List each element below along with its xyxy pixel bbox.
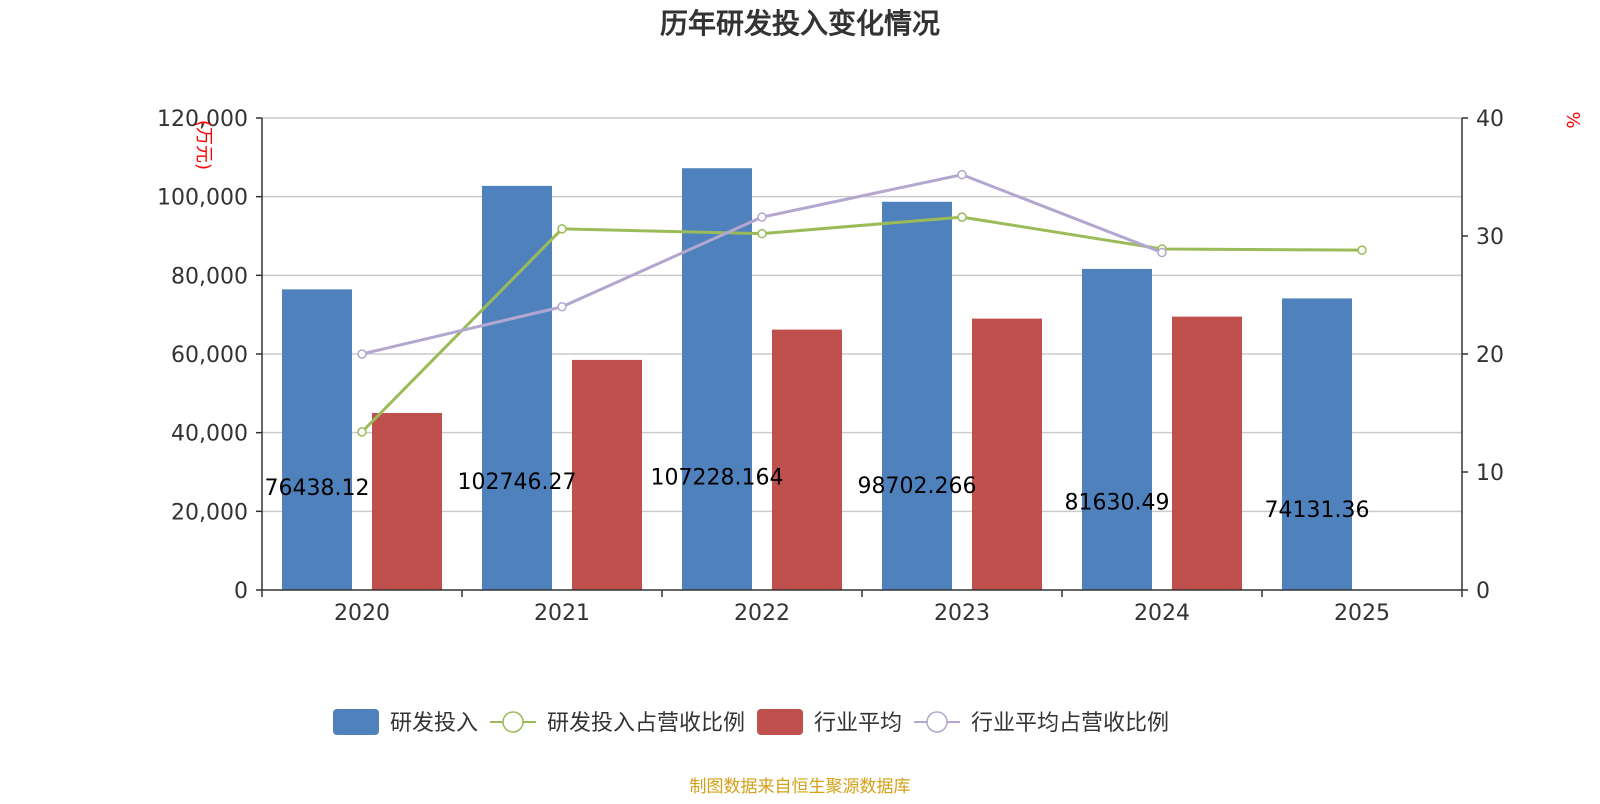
bar-研发投入-2025 [1282, 298, 1352, 590]
y-right-tick-label: 30 [1476, 225, 1504, 250]
lines [357, 169, 1367, 437]
bar-行业平均-2024 [1172, 316, 1242, 590]
x-tick-label: 2025 [1334, 601, 1390, 626]
bar-行业平均-2023 [972, 318, 1042, 590]
point-研发投入占营收比例 [757, 228, 767, 239]
x-tick-label: 2023 [934, 601, 990, 626]
y-left-tick-label: 0 [234, 579, 248, 604]
bar-value-label: 98702.266 [858, 474, 977, 499]
bar-研发投入-2023 [882, 201, 952, 590]
y-right-axis-label: % [1562, 111, 1583, 128]
legend-label: 研发投入 [390, 711, 478, 736]
y-left-tick-label: 60,000 [171, 343, 248, 368]
y-right-tick-label: 10 [1476, 461, 1504, 486]
source-note: 制图数据来自恒生聚源数据库 [690, 777, 911, 797]
axes: 0 20,000 40,000 60,000 80,000 100,000 120,000 0… [157, 107, 1504, 626]
chart-title: 历年研发投入变化情况 [660, 7, 940, 40]
y-right-tick-label: 40 [1476, 107, 1504, 132]
x-tick-label: 2024 [1134, 601, 1190, 626]
bar-研发投入-2024 [1082, 268, 1152, 590]
bar-value-label: 74131.36 [1265, 498, 1370, 523]
bar-value-label: 76438.12 [265, 476, 370, 501]
bar-value-labels: 76438.12 102746.27 107228.164 98702.266 8163… [265, 466, 1370, 524]
y-left-tick-label: 120,000 [157, 107, 248, 132]
y-left-axis-label: (万元) [193, 120, 214, 170]
x-tick-label: 2020 [334, 601, 390, 626]
legend-label: 行业平均 [814, 711, 902, 736]
legend-swatch-marker-研发投入占营收比例 [502, 711, 524, 733]
point-行业平均占营收比例 [1157, 247, 1167, 258]
bars [282, 168, 1352, 590]
bar-行业平均-2020 [372, 413, 442, 590]
legend-label: 行业平均占营收比例 [971, 711, 1169, 736]
x-tick-label: 2021 [534, 601, 590, 626]
y-right-tick-label: 0 [1476, 579, 1490, 604]
point-行业平均占营收比例 [757, 212, 767, 222]
x-tick-label: 2022 [734, 601, 790, 626]
legend-swatch-marker-行业平均占营收比例 [926, 711, 948, 733]
point-行业平均占营收比例 [357, 349, 367, 359]
point-研发投入占营收比例 [1357, 245, 1367, 255]
y-left-tick-label: 80,000 [171, 264, 248, 289]
legend-label: 研发投入占营收比例 [547, 711, 745, 736]
point-研发投入占营收比例 [357, 427, 367, 437]
legend: 研发投入 研发投入占营收比例 行业平均 行业平均占营收比例 [333, 709, 1169, 736]
y-left-tick-label: 20,000 [171, 500, 248, 525]
point-行业平均占营收比例 [557, 302, 567, 312]
bar-value-label: 102746.27 [458, 470, 577, 495]
bar-value-label: 107228.164 [651, 466, 784, 491]
legend-swatch-行业平均 [757, 709, 804, 735]
bar-行业平均-2021 [572, 359, 642, 590]
y-left-tick-label: 40,000 [171, 422, 248, 447]
point-行业平均占营收比例 [957, 169, 967, 180]
point-研发投入占营收比例 [957, 212, 967, 222]
bar-行业平均-2022 [772, 329, 842, 590]
y-right-tick-label: 20 [1476, 343, 1504, 368]
bar-value-label: 81630.49 [1065, 491, 1170, 516]
legend-swatch-研发投入 [333, 709, 379, 735]
point-研发投入占营收比例 [557, 224, 567, 234]
y-left-tick-label: 100,000 [157, 186, 248, 211]
line-研发投入占营收比例 [360, 215, 1363, 433]
bar-研发投入-2020 [282, 289, 352, 590]
bar-研发投入-2021 [482, 185, 552, 590]
